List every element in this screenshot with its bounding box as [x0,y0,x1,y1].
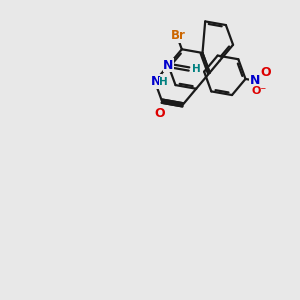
Text: N: N [163,59,173,72]
Text: H: H [159,77,168,87]
Text: N: N [151,75,161,88]
Text: H: H [192,64,201,74]
Text: N: N [250,74,260,87]
Text: O: O [260,66,271,79]
Text: O: O [154,107,165,120]
Text: Br: Br [171,29,186,42]
Text: O⁻: O⁻ [251,86,267,97]
